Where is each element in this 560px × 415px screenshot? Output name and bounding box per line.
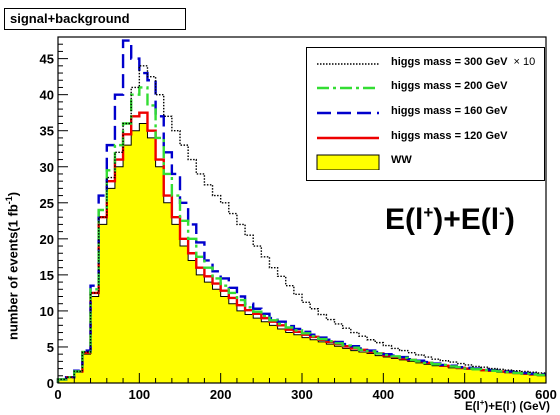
y-tick-label: 45: [40, 52, 54, 67]
x-tick-label: 200: [210, 387, 232, 402]
legend-label-ww: WW: [391, 154, 412, 166]
y-axis-label: number of events(1 fb-1): [4, 191, 21, 340]
legend-extra-300: × 10: [513, 56, 536, 68]
series-layer: [56, 39, 547, 384]
x-tick-label: 0: [54, 387, 61, 402]
observable-label: E(l+)+E(l-): [385, 203, 515, 236]
y-tick-label: 5: [47, 340, 54, 355]
legend-swatch-300: [317, 63, 379, 65]
legend-label-200: higgs mass = 200 GeV: [391, 80, 508, 92]
y-tick-label: 40: [40, 88, 54, 103]
y-tick-label: 15: [40, 268, 54, 283]
x-tick-label: 600: [535, 387, 557, 402]
legend-swatch-160: [317, 111, 379, 115]
y-tick-label: 10: [40, 304, 54, 319]
y-tick-label: 0: [47, 376, 54, 391]
legend-label-160: higgs mass = 160 GeV: [391, 105, 508, 117]
series-higgs-mass-200-gev: [56, 86, 546, 383]
x-tick-label: 100: [128, 387, 150, 402]
legend-swatch-200: [317, 86, 379, 90]
legend-swatch-120: [317, 136, 379, 140]
legend-entry-200: higgs mass = 200 GeV: [307, 78, 544, 98]
legend-label-120: higgs mass = 120 GeV: [391, 130, 508, 142]
y-tick-label: 20: [40, 232, 54, 247]
series-higgs-mass-160-gev: [56, 39, 546, 383]
legend-entry-300: higgs mass = 300 GeV × 10: [307, 54, 544, 74]
series-higgs-mass-300-gev: [57, 65, 546, 383]
legend: higgs mass = 300 GeV × 10 higgs mass = 20…: [306, 47, 545, 181]
legend-entry-ww: WW: [307, 152, 544, 172]
legend-label-300: higgs mass = 300 GeV: [391, 56, 508, 68]
x-tick-label: 400: [372, 387, 394, 402]
legend-entry-120: higgs mass = 120 GeV: [307, 128, 544, 148]
x-axis-label: E(l+)+E(l-) (GeV): [465, 398, 550, 413]
legend-swatch-ww: [316, 154, 380, 170]
y-tick-label: 35: [40, 124, 54, 139]
tick-layer: 0 5 10 15 20 25 30 35 40 45 0 100 200 300 400 500 600: [40, 36, 557, 402]
y-tick-label: 30: [40, 160, 54, 175]
chart-title-text: signal+background: [10, 11, 130, 26]
chart-title: signal+background: [4, 8, 186, 30]
legend-entry-160: higgs mass = 160 GeV: [307, 103, 544, 123]
x-tick-label: 500: [454, 387, 476, 402]
y-tick-label: 25: [40, 196, 54, 211]
x-tick-label: 300: [291, 387, 313, 402]
